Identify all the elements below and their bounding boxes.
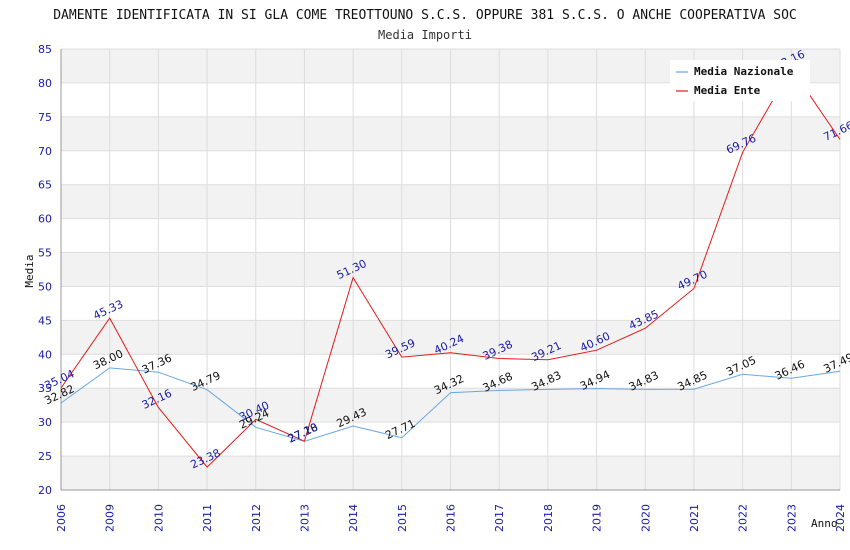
x-tick-label: 2019	[591, 504, 604, 532]
x-tick-label: 2020	[639, 504, 652, 532]
y-axis-title: Media	[23, 254, 36, 287]
x-tick-label: 2024	[834, 504, 847, 532]
y-tick-label: 70	[38, 145, 52, 158]
x-tick-label: 2016	[445, 504, 458, 532]
x-tick-label: 2018	[542, 504, 555, 532]
y-tick-label: 45	[38, 314, 52, 327]
legend-box	[670, 60, 810, 101]
y-tick-label: 60	[38, 213, 52, 226]
x-tick-label: 2022	[737, 504, 750, 532]
x-tick-label: 2017	[493, 504, 506, 532]
y-tick-label: 30	[38, 416, 52, 429]
gridlines	[60, 48, 841, 491]
axes	[60, 49, 840, 491]
x-tick-label: 2021	[688, 504, 701, 532]
y-tick-label: 65	[38, 179, 52, 192]
chart-subtitle: Media Importi	[378, 28, 472, 42]
x-tick-label: 2012	[250, 504, 263, 532]
y-tick-label: 50	[38, 280, 52, 293]
y-tick-label: 75	[38, 111, 52, 124]
x-tick-label: 2011	[201, 504, 214, 532]
legend-label-media-ente: Media Ente	[694, 84, 761, 97]
y-tick-label: 80	[38, 77, 52, 90]
chart-title: DAMENTE IDENTIFICATA IN SI GLA COME TREO…	[53, 8, 797, 23]
series-line-media-ente	[60, 67, 841, 468]
x-tick-label: 2014	[347, 504, 360, 532]
y-tick-label: 55	[38, 247, 52, 260]
series-lines	[60, 67, 841, 468]
x-tick-label: 2013	[298, 504, 311, 532]
x-tick-label: 2023	[785, 504, 798, 532]
x-tick-label: 2009	[104, 504, 117, 532]
y-tick-label: 40	[38, 348, 52, 361]
y-tick-label: 25	[38, 450, 52, 463]
x-axis-ticks: 2006 2009 2010 2011 2012 2013 2014 2015 2016 2017…	[55, 504, 847, 532]
x-tick-label: 2006	[55, 504, 68, 532]
y-tick-label: 35	[38, 382, 52, 395]
y-tick-label: 85	[38, 43, 52, 56]
x-tick-label: 2015	[396, 504, 409, 532]
legend: Media Nazionale Media Ente	[670, 60, 810, 101]
x-axis-title: Anno	[811, 517, 838, 530]
legend-label-media-nazionale: Media Nazionale	[694, 65, 794, 78]
y-axis-ticks: 20 25 30 35 40 45 50 55 60 65 70 75 80 85	[38, 43, 52, 497]
series-line-media-nazionale	[60, 367, 841, 442]
y-tick-label: 20	[38, 484, 52, 497]
x-tick-label: 2010	[152, 504, 165, 532]
